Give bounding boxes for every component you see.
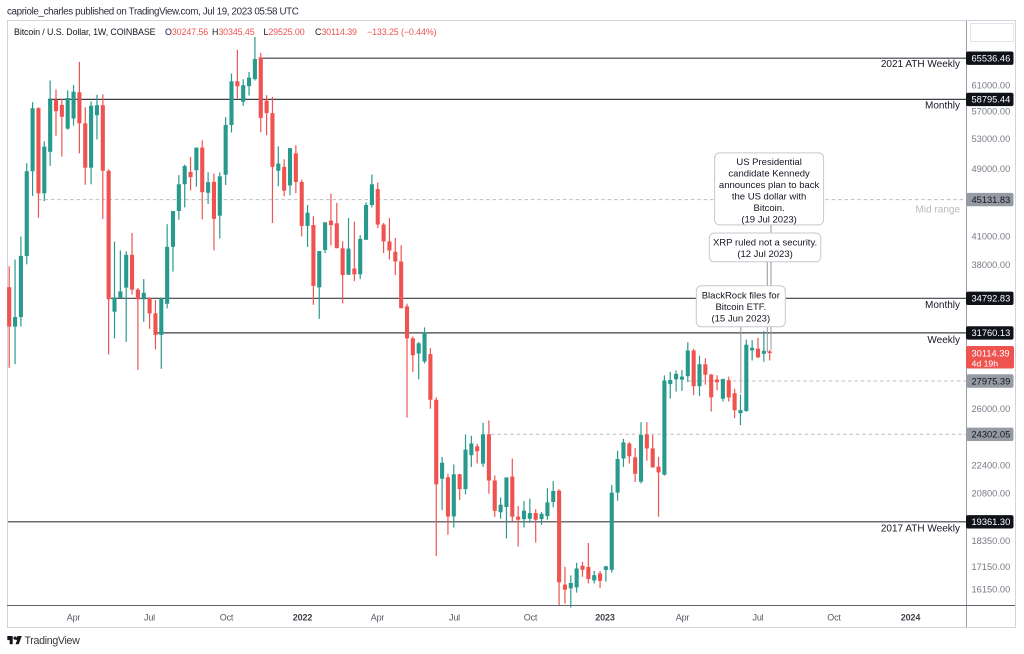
svg-text:Oct: Oct — [524, 613, 538, 623]
svg-text:24302.05: 24302.05 — [972, 430, 1011, 440]
svg-text:Bitcoin ETF.: Bitcoin ETF. — [715, 302, 766, 313]
svg-text:57000.00: 57000.00 — [972, 106, 1011, 116]
svg-text:Bitcoin / U.S. Dollar, 1W, COI: Bitcoin / U.S. Dollar, 1W, COINBASE — [14, 27, 156, 37]
svg-text:(12 Jul 2023): (12 Jul 2023) — [737, 249, 792, 260]
svg-text:26000.00: 26000.00 — [972, 404, 1011, 414]
svg-text:65536.46: 65536.46 — [972, 54, 1011, 64]
svg-text:38000.00: 38000.00 — [972, 260, 1011, 270]
svg-text:49000.00: 49000.00 — [972, 164, 1011, 174]
svg-text:candidate Kennedy: candidate Kennedy — [728, 169, 810, 180]
svg-text:53000.00: 53000.00 — [972, 134, 1011, 144]
svg-text:30114.39: 30114.39 — [972, 348, 1010, 358]
svg-text:US Presidential: US Presidential — [736, 157, 801, 168]
svg-text:27975.39: 27975.39 — [972, 376, 1011, 386]
svg-text:capriole_charles published on: capriole_charles published on TradingVie… — [7, 7, 299, 18]
svg-text:2021 ATH Weekly: 2021 ATH Weekly — [881, 59, 960, 70]
svg-text:announces plan to back: announces plan to back — [719, 180, 820, 191]
svg-text:Mid range: Mid range — [916, 205, 961, 216]
svg-text:the US dollar with: the US dollar with — [732, 192, 806, 203]
svg-text:19361.30: 19361.30 — [972, 517, 1011, 527]
svg-text:Oct: Oct — [220, 613, 234, 623]
svg-text:Monthly: Monthly — [925, 300, 960, 311]
svg-text:18350.00: 18350.00 — [972, 536, 1011, 546]
svg-text:45131.83: 45131.83 — [972, 195, 1011, 205]
svg-text:2022: 2022 — [293, 613, 313, 623]
svg-text:2023: 2023 — [595, 613, 615, 623]
svg-text:Apr: Apr — [676, 613, 690, 623]
svg-text:Jul: Jul — [752, 613, 763, 623]
svg-text:Weekly: Weekly — [927, 335, 960, 346]
svg-text:41000.00: 41000.00 — [972, 231, 1011, 241]
svg-text:4d 19h: 4d 19h — [972, 359, 999, 369]
svg-text:17150.00: 17150.00 — [972, 562, 1011, 572]
svg-text:Apr: Apr — [67, 613, 81, 623]
svg-text:58795.44: 58795.44 — [972, 95, 1011, 105]
svg-text:20800.00: 20800.00 — [972, 489, 1011, 499]
svg-text:TradingView: TradingView — [25, 635, 81, 647]
svg-text:16150.00: 16150.00 — [972, 585, 1011, 595]
svg-text:Bitcoin.: Bitcoin. — [754, 203, 785, 214]
svg-text:22400.00: 22400.00 — [972, 461, 1011, 471]
svg-text:XRP ruled not a security.: XRP ruled not a security. — [713, 238, 817, 249]
svg-text:BlackRock files for: BlackRock files for — [702, 291, 780, 302]
svg-text:2017 ATH Weekly: 2017 ATH Weekly — [881, 524, 960, 535]
svg-text:(15 Jun 2023): (15 Jun 2023) — [711, 314, 770, 325]
svg-text:2024: 2024 — [901, 613, 921, 623]
svg-text:31760.13: 31760.13 — [972, 328, 1011, 338]
svg-text:Jul: Jul — [449, 613, 460, 623]
svg-text:Oct: Oct — [827, 613, 841, 623]
svg-text:(19 Jul 2023): (19 Jul 2023) — [741, 215, 796, 226]
svg-text:34792.83: 34792.83 — [972, 294, 1011, 304]
svg-text:Apr: Apr — [371, 613, 385, 623]
svg-text:Monthly: Monthly — [925, 101, 960, 112]
svg-text:61000.00: 61000.00 — [972, 81, 1011, 91]
svg-text:Jul: Jul — [144, 613, 155, 623]
